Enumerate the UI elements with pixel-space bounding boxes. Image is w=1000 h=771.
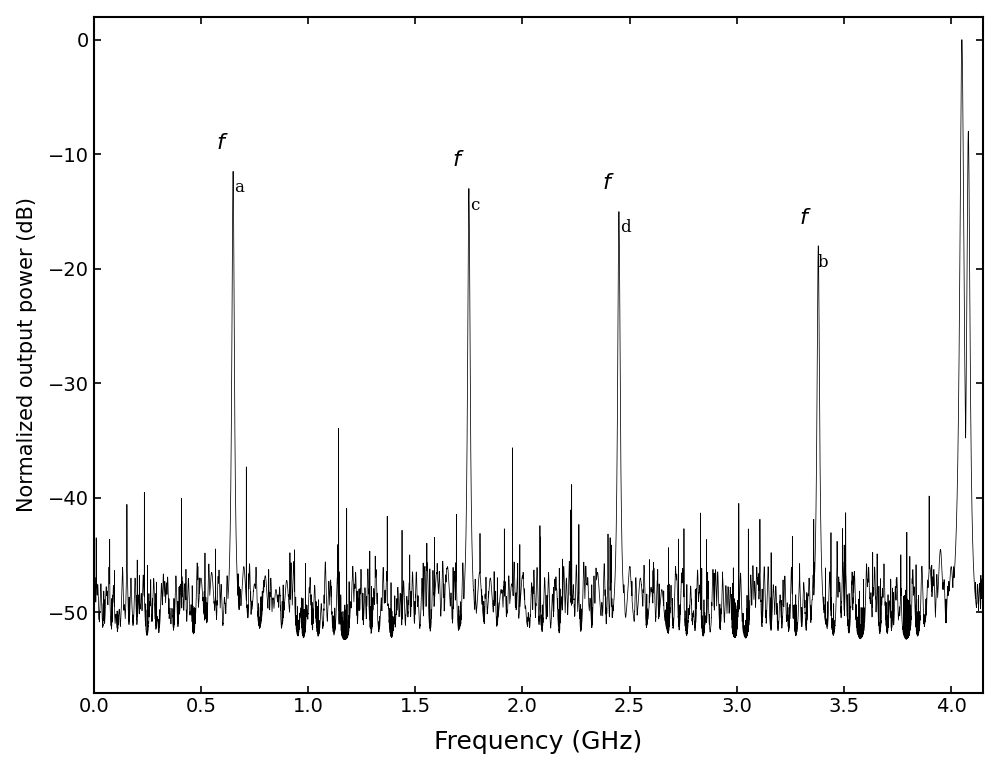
Text: a: a (234, 180, 244, 197)
Text: c: c (470, 197, 479, 214)
Text: b: b (817, 254, 828, 271)
Text: $f$: $f$ (799, 207, 812, 229)
Y-axis label: Normalized output power (dB): Normalized output power (dB) (17, 197, 37, 512)
Text: $f$: $f$ (602, 172, 615, 194)
Text: $f$: $f$ (216, 132, 229, 154)
Text: $f$: $f$ (452, 150, 464, 171)
X-axis label: Frequency (GHz): Frequency (GHz) (434, 730, 643, 754)
Text: d: d (620, 220, 631, 237)
